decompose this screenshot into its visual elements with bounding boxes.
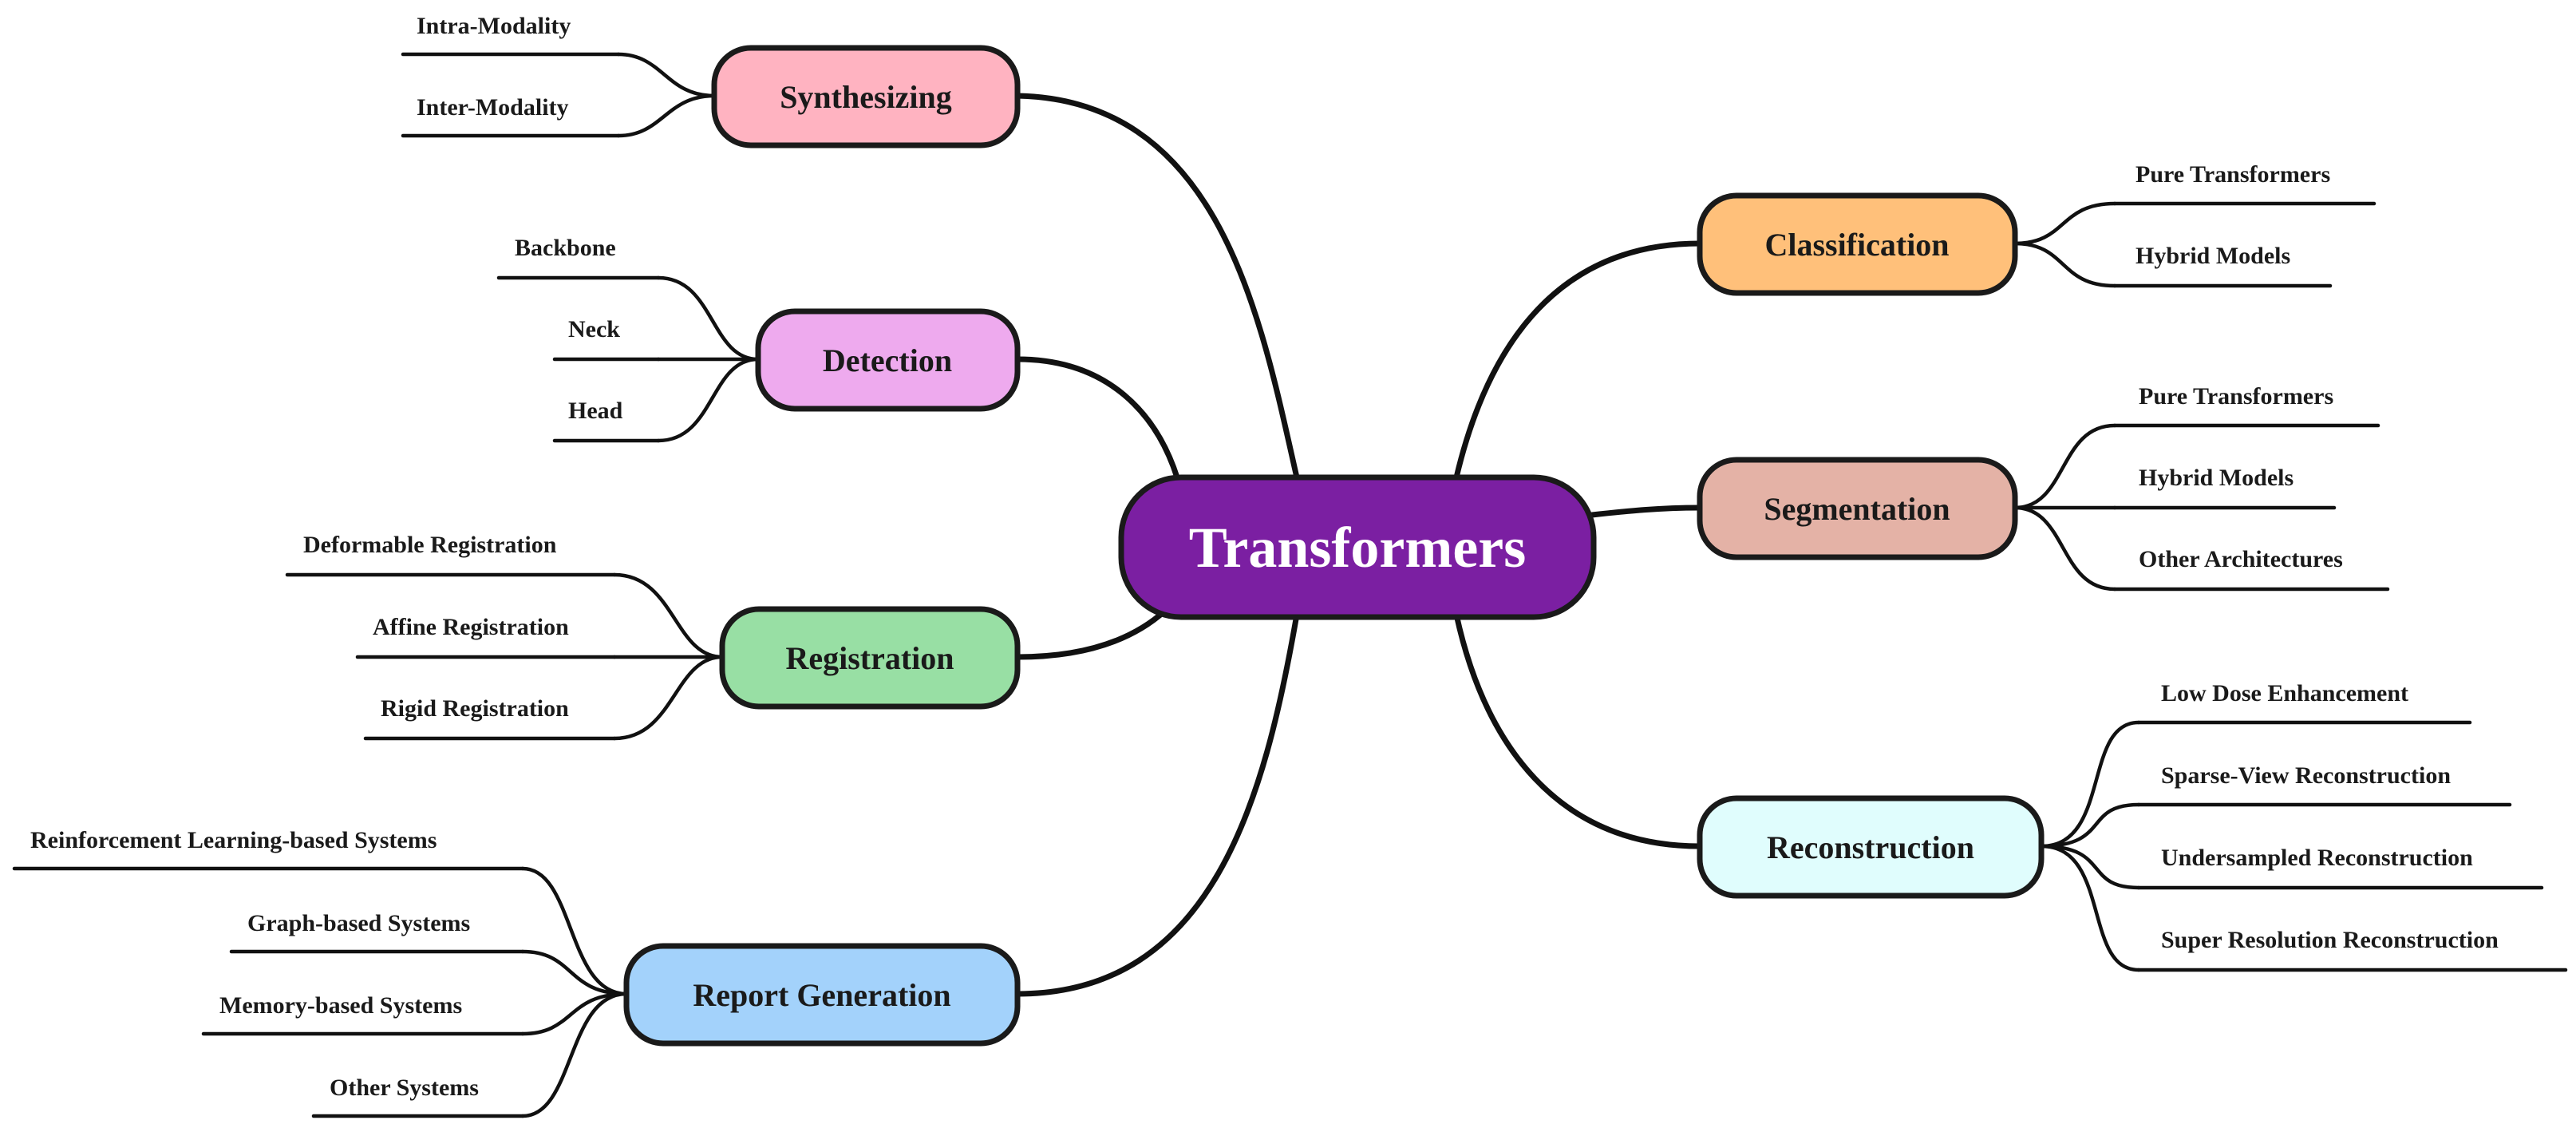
classification-node[interactable] [1697,192,2018,296]
root-group: Transformers [1118,474,1597,620]
branch-reconstruction: Low Dose Enhancement Sparse-View Reconst… [1697,680,2568,972]
edge-segmentation [1589,505,1703,518]
leaf-backbone: Backbone [515,235,616,261]
reconstruction-label: Reconstruction [1767,829,1974,865]
registration-label: Registration [785,640,954,676]
registration-node[interactable] [719,606,1021,710]
leaf-affine-registration: Affine Registration [373,614,569,640]
branch-report-generation: Reinforcement Learning-based Systems Gra… [12,827,1021,1118]
leaf-graph-based-systems: Graph-based Systems [247,910,470,936]
leaf-other-architectures: Other Architectures [2139,546,2343,572]
leaf-super-resolution-reconstruction: Super Resolution Reconstruction [2161,927,2499,953]
edge-synthesizing [1014,93,1300,481]
leaf-other-systems: Other Systems [330,1075,479,1101]
leaf-hybrid-models-classification: Hybrid Models [2135,243,2290,269]
edge-classification [1453,240,1703,481]
leaf-low-dose-enhancement: Low Dose Enhancement [2161,680,2408,706]
branch-classification: Pure Transformers Hybrid Models Classifi… [1697,161,2376,296]
leaf-memory-based-systems: Memory-based Systems [219,992,462,1019]
reconstruction-node[interactable] [1697,795,2045,899]
branch-detection: Backbone Neck Head Detection [496,235,1021,443]
leaf-neck: Neck [568,316,620,342]
synthesizing-label: Synthesizing [780,79,952,115]
segmentation-node[interactable] [1697,457,2018,560]
leaf-undersampled-reconstruction: Undersampled Reconstruction [2161,845,2473,871]
root-label: Transformers [1189,516,1527,580]
edge-detection [1014,356,1180,481]
leaf-reinforcement-learning-systems: Reinforcement Learning-based Systems [30,827,437,853]
leaf-hybrid-models-segmentation: Hybrid Models [2139,465,2294,491]
report-generation-node[interactable] [623,943,1021,1047]
detection-label: Detection [823,342,952,378]
leaf-head: Head [568,398,623,424]
leaf-deformable-registration: Deformable Registration [303,532,557,558]
synthesizing-node[interactable] [711,45,1021,148]
main-edges [1014,93,1703,997]
branch-segmentation: Pure Transformers Hybrid Models Other Ar… [1697,383,2390,592]
leaf-inter-modality: Inter-Modality [417,94,569,121]
leaf-sparse-view-reconstruction: Sparse-View Reconstruction [2161,762,2451,789]
leaf-pure-transformers-classification: Pure Transformers [2135,161,2330,188]
report-generation-label: Report Generation [693,977,950,1013]
detection-node[interactable] [755,308,1021,412]
leaf-pure-transformers-segmentation: Pure Transformers [2139,383,2333,410]
leaf-intra-modality: Intra-Modality [417,13,571,39]
segmentation-label: Segmentation [1764,491,1950,527]
root-node[interactable] [1118,474,1597,620]
leaf-rigid-registration: Rigid Registration [381,695,569,722]
classification-label: Classification [1764,227,1949,263]
edge-report-generation [1014,611,1300,997]
branch-synthesizing: Intra-Modality Inter-Modality Synthesizi… [401,13,1021,148]
branch-registration: Deformable Registration Affine Registrat… [285,532,1021,741]
edge-registration [1014,608,1168,660]
edge-reconstruction [1453,611,1703,849]
